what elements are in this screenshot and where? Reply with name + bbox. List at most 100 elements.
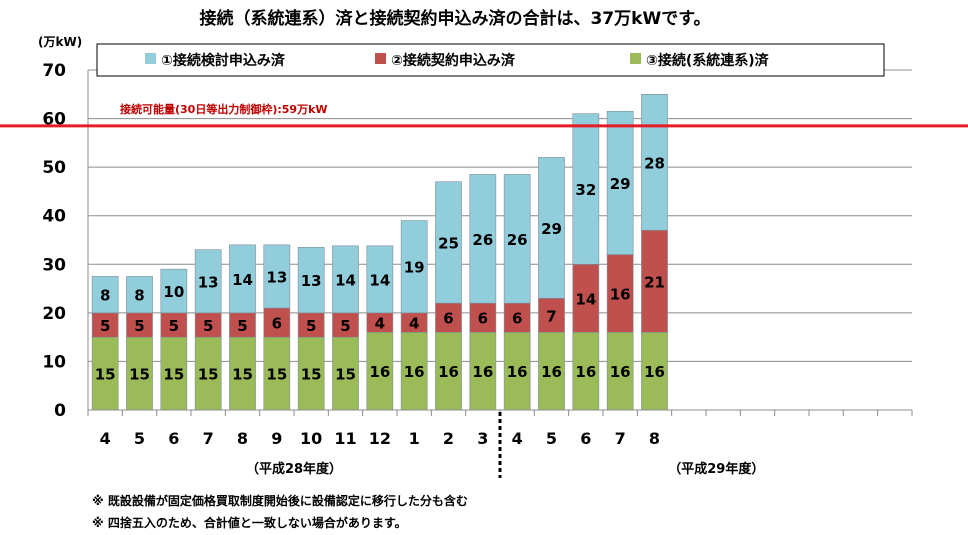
x-tick-label: 10 xyxy=(300,429,322,448)
data-label: 16 xyxy=(438,363,459,381)
x-tick-label: 5 xyxy=(134,429,145,448)
data-label: 14 xyxy=(369,271,390,289)
bar-segment xyxy=(469,302,497,333)
x-tick-label: 7 xyxy=(615,429,626,448)
x-tick-label: 8 xyxy=(237,429,248,448)
x-tick-label: 9 xyxy=(271,429,282,448)
bar-segment xyxy=(297,246,325,314)
data-label: 6 xyxy=(512,310,522,328)
bar-segment xyxy=(229,244,256,314)
data-label: 16 xyxy=(575,363,596,381)
data-label: 15 xyxy=(301,366,322,384)
bar-segment xyxy=(332,245,359,314)
data-label: 16 xyxy=(610,285,631,303)
data-label: 5 xyxy=(100,317,110,335)
data-label: 4 xyxy=(375,315,385,333)
bar-segment xyxy=(503,331,531,411)
bar-segment xyxy=(229,312,256,338)
legend-label: ①接続検討申込み済 xyxy=(161,52,286,69)
footnote-1: ※ 既設設備が固定価格買取制度開始後に設備認定に移行した分も含む xyxy=(92,493,468,508)
bar-segment xyxy=(572,263,600,333)
data-label: 32 xyxy=(575,181,596,199)
bar-segment xyxy=(194,312,222,338)
data-label: 6 xyxy=(443,310,453,328)
data-label: 14 xyxy=(335,271,356,289)
bar-segment xyxy=(503,174,531,304)
data-label: 5 xyxy=(134,317,144,335)
bar-segment xyxy=(332,336,359,411)
data-label: 15 xyxy=(266,366,287,384)
bar-segment xyxy=(572,113,600,265)
data-label: 13 xyxy=(266,268,287,286)
reference-line-group: 接続可能量(30日等出力制御枠):59万kW xyxy=(0,102,968,128)
bar-segment xyxy=(572,331,600,411)
data-label: 6 xyxy=(478,310,488,328)
y-tick-label: 10 xyxy=(42,352,66,372)
data-label: 13 xyxy=(198,273,219,291)
data-label: 19 xyxy=(404,259,425,277)
bar-segment xyxy=(160,336,188,411)
footnote-2: ※ 四捨五入のため、合計値と一致しない場合があります。 xyxy=(92,515,407,530)
y-tick-label: 20 xyxy=(42,304,66,324)
y-tick-label: 40 xyxy=(42,207,66,227)
chart-title: 接続（系統連系）済と接続契約申込み済の合計は、37万kWです。 xyxy=(199,8,710,29)
data-label: 13 xyxy=(301,272,322,290)
bar-segment xyxy=(263,336,291,411)
bar-segment xyxy=(606,331,634,411)
bar-segment xyxy=(606,110,634,255)
data-label: 15 xyxy=(232,366,253,384)
y-tick-label: 50 xyxy=(42,158,66,178)
x-tick-label: 3 xyxy=(477,429,488,448)
data-label: 15 xyxy=(163,366,184,384)
x-tick-label: 2 xyxy=(443,429,454,448)
x-tick-label: 6 xyxy=(580,429,591,448)
fiscal-year-label: （平成29年度） xyxy=(668,461,764,477)
data-label: 16 xyxy=(404,363,425,381)
y-tick-label: 30 xyxy=(42,255,66,275)
data-label: 16 xyxy=(507,363,528,381)
y-tick-label: 70 xyxy=(42,61,66,81)
bar-segment xyxy=(641,331,668,411)
bar-segment xyxy=(297,336,325,411)
bar-segment xyxy=(606,254,634,333)
bar-segment xyxy=(229,336,256,411)
fiscal-year-label: （平成28年度） xyxy=(246,461,342,477)
bar-segment xyxy=(297,312,325,338)
bar-segment xyxy=(641,93,668,231)
data-label: 16 xyxy=(472,363,493,381)
data-label: 5 xyxy=(340,317,350,335)
data-label: 16 xyxy=(610,363,631,381)
bar-segment xyxy=(538,157,565,299)
data-label: 5 xyxy=(306,317,316,335)
data-label: 5 xyxy=(169,317,179,335)
data-label: 21 xyxy=(644,273,665,291)
data-label: 29 xyxy=(610,175,631,193)
data-label: 16 xyxy=(644,363,665,381)
data-label: 28 xyxy=(644,154,665,172)
data-label: 6 xyxy=(272,315,282,333)
data-label: 15 xyxy=(129,366,150,384)
bar-segment xyxy=(263,307,291,338)
data-label: 8 xyxy=(134,287,144,305)
bar-segment xyxy=(538,297,565,333)
bar-segment xyxy=(126,276,153,314)
x-tick-label: 7 xyxy=(203,429,214,448)
bar-segment xyxy=(400,220,428,314)
bar-segment xyxy=(160,268,188,314)
data-label: 16 xyxy=(369,363,390,381)
data-label: 8 xyxy=(100,287,110,305)
data-label: 26 xyxy=(472,231,493,249)
bar-segment xyxy=(91,312,119,338)
data-label: 14 xyxy=(232,271,253,289)
bar-segment xyxy=(400,331,428,411)
bar-segment xyxy=(366,245,394,314)
data-label: 25 xyxy=(438,234,459,252)
x-tick-label: 4 xyxy=(512,429,523,448)
data-label: 15 xyxy=(335,366,356,384)
bar-segment xyxy=(126,312,153,338)
data-label: 5 xyxy=(203,317,213,335)
x-tick-label: 4 xyxy=(100,429,111,448)
data-label: 4 xyxy=(409,315,419,333)
bar-segment xyxy=(91,276,119,314)
